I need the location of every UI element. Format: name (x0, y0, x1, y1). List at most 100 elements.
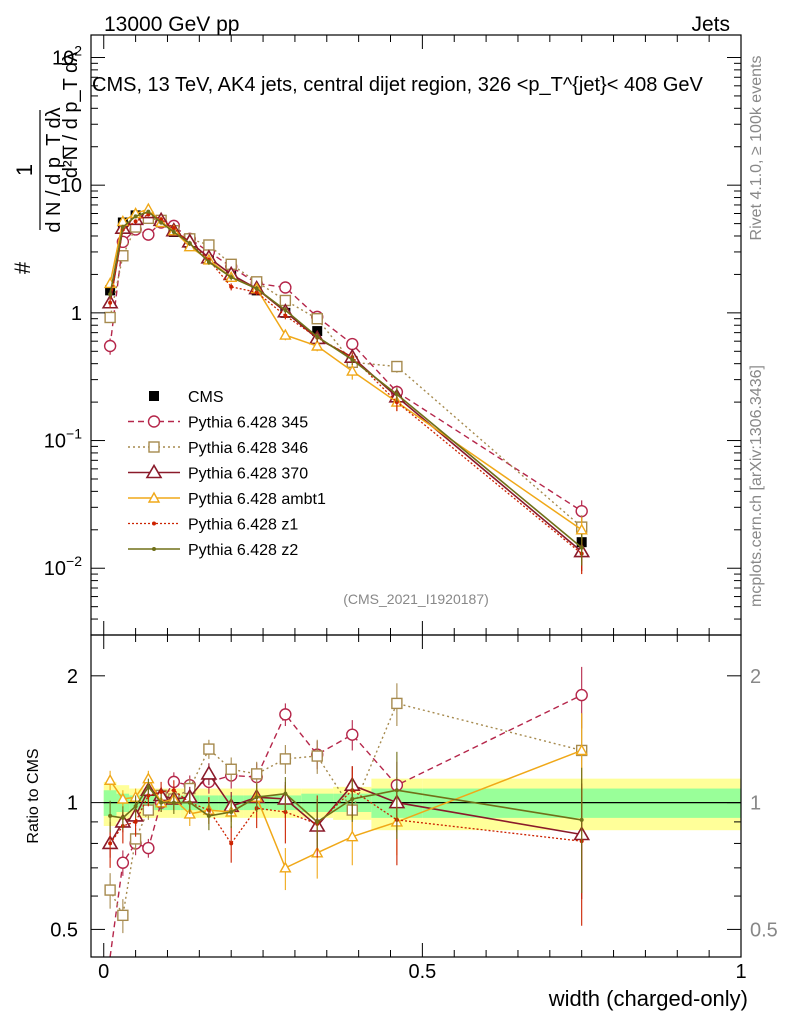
main-ytick-exp: −2 (66, 553, 82, 569)
ratio-point-p346 (250, 768, 263, 780)
plot-title: CMS, 13 TeV, AK4 jets, central dijet reg… (92, 74, 704, 96)
main-point-z2 (159, 220, 164, 225)
legend-item-z2: Pythia 6.428 z2 (128, 542, 298, 559)
legend-label-z1: Pythia 6.428 z1 (188, 517, 298, 534)
legend-item-p345: Pythia 6.428 345 (128, 415, 308, 432)
ratio-xtick-label: 0.5 (408, 961, 436, 983)
main-ytick-label: 10−1 (44, 426, 82, 453)
main-point-z2 (394, 392, 399, 397)
xlabel: width (charged-only) (548, 986, 748, 1011)
ratio-point-p346 (203, 743, 215, 755)
main-point-p346 (311, 313, 323, 325)
main-point-z1 (254, 290, 259, 295)
main-point-z1 (133, 219, 138, 224)
main-point-p345 (142, 228, 155, 241)
legend-marker-ambt1 (147, 491, 161, 503)
main-point-p345 (279, 281, 292, 294)
main-point-z2 (350, 357, 355, 362)
main-point-ambt1 (311, 339, 324, 351)
ratio-ytick-label-right: 2 (750, 666, 761, 688)
legend-marker-p345 (147, 415, 161, 428)
main-point-z2 (133, 214, 138, 219)
main-point-z2 (120, 225, 125, 230)
ratio-point-z1 (108, 841, 113, 846)
main-point-z2 (206, 260, 211, 265)
main-ytick-base: 1 (71, 303, 82, 325)
main-point-z2 (315, 334, 320, 339)
ratio-line-p346 (109, 702, 582, 918)
legend-marker-p370 (145, 463, 163, 479)
legend-item-p370: Pythia 6.428 370 (128, 463, 308, 483)
main-point-p345 (346, 337, 359, 351)
ratio-axes: 0.5 0.51 12 20 0.5 1 (50, 635, 778, 983)
main-point-z2 (171, 229, 176, 234)
ratio-point-z1 (229, 841, 234, 846)
legend-marker-z2 (152, 547, 156, 551)
ratio-line-z1 (109, 789, 582, 845)
main-point-p346 (203, 239, 215, 251)
ratio-point-z2 (120, 815, 125, 820)
main-ytick-exp: −1 (66, 426, 82, 442)
ratio-ytick-label-right: 1 (750, 793, 761, 815)
ratio-point-z1 (171, 788, 176, 793)
ylabel-den: d N / d p_T dλ (43, 107, 65, 232)
main-series-p370 (101, 203, 591, 572)
legend-marker-p346 (148, 441, 160, 453)
main-ytick-label: 10−2 (44, 553, 82, 580)
ratio-ytick-label: 2 (67, 666, 78, 688)
ratio-point-p345 (142, 841, 155, 855)
ratio-point-z1 (159, 789, 164, 794)
ylabel-right: d²N / d p_T dλ (60, 52, 82, 178)
analysis-tag: (CMS_2021_I1920187) (343, 591, 489, 607)
ratio-point-ambt1 (116, 792, 130, 804)
main-point-z2 (146, 209, 151, 214)
legend-label-p345: Pythia 6.428 345 (188, 415, 308, 432)
legend-label-p370: Pythia 6.428 370 (188, 466, 308, 483)
legend: CMS Pythia 6.428 345 Pythia 6.428 346 Pythi… (128, 389, 326, 559)
ratio-point-z2 (229, 809, 234, 814)
ratio-series-z2 (108, 751, 584, 894)
legend-item-z1: Pythia 6.428 z1 (128, 517, 298, 534)
main-ytick-base: 10 (44, 431, 66, 453)
ratio-xtick-label: 1 (735, 961, 746, 983)
legend-label-p346: Pythia 6.428 346 (188, 440, 308, 457)
ratio-ytick-label: 1 (67, 793, 78, 815)
ratio-series-group (101, 666, 591, 958)
ratio-ylabel: Ratio to CMS (25, 748, 42, 843)
legend-item-cms: CMS (149, 389, 224, 406)
ratio-ytick-label: 0.5 (50, 919, 78, 941)
ratio-point-p370 (200, 765, 218, 780)
main-point-z2 (283, 308, 288, 313)
ratio-point-z1 (133, 819, 138, 824)
main-line-z1 (109, 213, 583, 555)
ratio-point-ambt1 (575, 744, 588, 756)
mcplots-label: mcplots.cern.ch [arXiv:1306.3436] (748, 365, 765, 607)
main-series-z2 (108, 209, 584, 566)
ratio-point-z2 (350, 796, 355, 801)
ratio-point-p346 (311, 750, 323, 762)
main-ytick-base: 10 (44, 558, 66, 580)
main-point-z2 (579, 545, 584, 550)
ratio-point-p346 (279, 753, 292, 765)
main-point-ambt1 (346, 364, 359, 376)
ratio-point-p346 (391, 697, 403, 710)
ratio-point-p346 (225, 763, 237, 775)
ratio-point-z2 (394, 788, 399, 793)
header-right: Jets (691, 13, 730, 36)
legend-label-z2: Pythia 6.428 z2 (188, 542, 298, 559)
main-point-p345 (575, 504, 588, 518)
main-ytick-label: 10 (60, 175, 82, 197)
main-point-z1 (283, 313, 288, 318)
ratio-point-z2 (283, 791, 288, 796)
header-left: 13000 GeV pp (104, 13, 239, 36)
ratio-point-p345 (116, 856, 130, 869)
legend-marker-cms (149, 391, 159, 401)
ratio-xtick-label: 0 (98, 961, 109, 983)
ylabel-num: 1 (12, 164, 37, 176)
legend-item-p346: Pythia 6.428 346 (128, 440, 308, 457)
main-series-z1 (108, 212, 584, 575)
ratio-point-p345 (575, 688, 588, 702)
